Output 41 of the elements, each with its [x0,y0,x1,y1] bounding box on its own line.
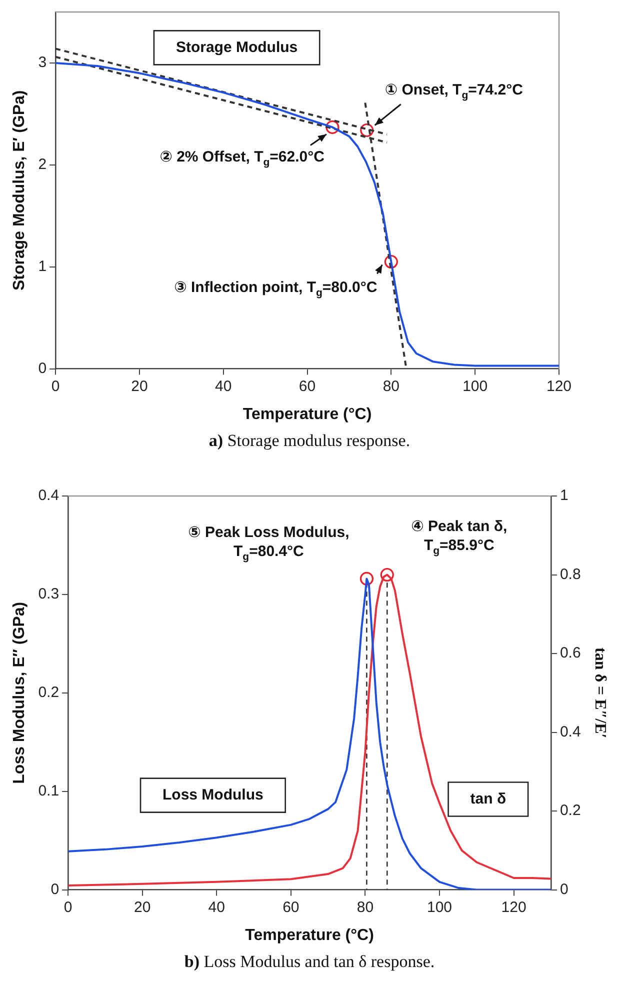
x-tick-label: 60 [282,898,300,916]
y-tick-label: 3 [38,54,47,72]
x-tick-label: 40 [208,898,225,916]
y2-tick-label: 0.2 [560,802,581,820]
x-axis-title: Temperature (°C) [242,406,372,423]
y2-tick-label: 0.6 [560,644,581,662]
text: b) Loss Modulus and tan δ response. [183,951,436,973]
x-tick-label: 100 [462,378,488,395]
y2-tick-label: 0.8 [560,566,581,583]
y2-tick-label: 0.4 [560,723,581,740]
y-tick-label: 2 [38,156,47,174]
series-label: Loss Modulus [162,786,264,804]
y-tick-label: 0.3 [38,586,60,603]
x-tick-label: 20 [134,898,151,916]
x-tick-label: 120 [546,378,572,395]
series-label: tan δ [470,790,506,808]
y-tick-label: 0 [38,360,47,377]
y-axis-title: Storage Modulus, E′ (GPa) [11,90,28,291]
point [360,123,374,138]
y-tick-label: 0 [50,880,60,898]
x-axis-title: Temperature (°C) [245,926,374,944]
x-tick-label: 80 [382,378,400,395]
x-tick-label: 20 [131,378,148,395]
x-tick-label: 60 [298,378,316,395]
x-tick-label: 100 [426,898,452,916]
y2-tick-label: 1 [560,487,568,504]
point [384,254,398,269]
series-label: Storage Modulus [176,38,298,56]
y-tick-label: 0.4 [38,487,60,504]
y2-tick-label: 0 [560,880,568,898]
point [326,120,340,134]
x-tick-label: 40 [215,378,232,395]
y-axis-title: Loss Modulus, E″ (GPa) [11,602,28,784]
y-tick-label: 1 [38,258,47,275]
y-tick-label: 0.2 [38,684,60,702]
x-tick-label: 0 [64,898,72,916]
y2-axis-title: tan δ = E″/E′ [591,648,608,738]
x-tick-label: 120 [501,898,526,916]
text: a) Storage modulus response. [208,430,412,452]
x-tick-label: 80 [356,898,374,916]
y-tick-label: 0.1 [38,782,60,800]
